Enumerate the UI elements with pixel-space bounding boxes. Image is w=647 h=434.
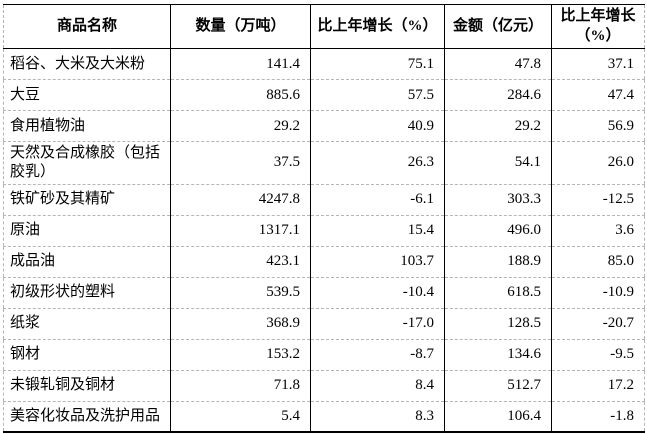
import-commodity-table: 商品名称 数量（万吨） 比上年增长（%） 金额（亿元） 比上年增长（%） 稻谷、…	[3, 4, 645, 433]
amount-cell: 128.5	[444, 308, 552, 340]
quantity-growth-cell: 26.3	[310, 141, 445, 185]
table-row: 成品油 423.1 103.7 188.9 85.0	[3, 246, 645, 278]
amount-growth-cell: -10.9	[551, 277, 645, 309]
table-row: 纸浆 368.9 -17.0 128.5 -20.7	[3, 308, 645, 340]
amount-cell: 618.5	[444, 277, 552, 309]
amount-cell: 512.7	[444, 370, 552, 402]
quantity-cell: 368.9	[170, 308, 311, 340]
amount-growth-cell: 17.2	[551, 370, 645, 402]
quantity-growth-cell: 40.9	[310, 110, 445, 142]
table-header: 商品名称 数量（万吨） 比上年增长（%） 金额（亿元） 比上年增长（%）	[3, 4, 645, 49]
commodity-name-cell: 钢材	[3, 339, 171, 371]
commodity-name-cell: 未锻轧铜及铜材	[3, 370, 171, 402]
amount-cell: 303.3	[444, 184, 552, 216]
amount-growth-cell: -1.8	[610, 407, 634, 424]
quantity-growth-cell: 103.7	[310, 246, 445, 278]
table-row: 稻谷、大米及大米粉 141.4 75.1 47.8 37.1	[3, 48, 645, 80]
quantity-growth-cell: 15.4	[310, 215, 445, 247]
table-row: 钢材 153.2 -8.7 134.6 -9.5	[3, 339, 645, 371]
amount-growth-cell: -20.7	[551, 308, 645, 340]
table-row: 美容化妆品及洗护用品 5.4 8.3 106.4 -1.8	[3, 401, 645, 432]
commodity-name-cell: 大豆	[3, 79, 171, 111]
table-row: 铁矿砂及其精矿 4247.8 -6.1 303.3 -12.5	[3, 184, 645, 216]
quantity-cell: 885.6	[170, 79, 311, 111]
commodity-name-cell: 纸浆	[3, 308, 171, 340]
quantity-growth-cell: -10.4	[310, 277, 445, 309]
amount-growth-cell: -12.5	[551, 184, 645, 216]
header-commodity-name: 商品名称	[3, 4, 171, 49]
header-row: 商品名称 数量（万吨） 比上年增长（%） 金额（亿元） 比上年增长（%）	[3, 4, 645, 49]
table-body: 稻谷、大米及大米粉 141.4 75.1 47.8 37.1 大豆 885.6 57.5 284…	[3, 48, 645, 432]
commodity-name-cell: 食用植物油	[3, 110, 171, 142]
amount-growth-cell: 37.1	[551, 48, 645, 80]
quantity-cell: 423.1	[170, 246, 311, 278]
table-row: 原油 1317.1 15.4 496.0 3.6	[3, 215, 645, 247]
quantity-cell: 4247.8	[170, 184, 311, 216]
quantity-growth-cell: -6.1	[310, 184, 445, 216]
quantity-cell: 141.4	[170, 48, 311, 80]
table-row: 初级形状的塑料 539.5 -10.4 618.5 -10.9	[3, 277, 645, 309]
quantity-cell: 153.2	[170, 339, 311, 371]
amount-growth-cell: 85.0	[551, 246, 645, 278]
quantity-cell: 29.2	[170, 110, 311, 142]
quantity-growth-cell: 8.4	[310, 370, 445, 402]
commodity-name-cell: 稻谷、大米及大米粉	[3, 48, 171, 80]
quantity-growth-cell: 57.5	[310, 79, 445, 111]
amount-growth-cell: -9.5	[551, 339, 645, 371]
amount-cell: 47.8	[444, 48, 552, 80]
quantity-growth-cell: -17.0	[310, 308, 445, 340]
amount-cell: 54.1	[444, 141, 552, 185]
amount-cell: 284.6	[444, 79, 552, 111]
quantity-cell: 1317.1	[170, 215, 311, 247]
table-row: 大豆 885.6 57.5 284.6 47.4	[3, 79, 645, 111]
table-row: 天然及合成橡胶（包括胶乳） 37.5 26.3 54.1 26.0	[3, 141, 645, 185]
amount-cell: 29.2	[444, 110, 552, 142]
quantity-cell: 5.4	[170, 401, 311, 432]
amount-growth-cell: 47.4	[551, 79, 645, 111]
amount-cell: 496.0	[444, 215, 552, 247]
amount-cell: 188.9	[444, 246, 552, 278]
table-row: 未锻轧铜及铜材 71.8 8.4 512.7 17.2	[3, 370, 645, 402]
header-amount: 金额（亿元）	[444, 4, 552, 49]
quantity-cell: 37.5	[170, 141, 311, 185]
commodity-name-cell: 初级形状的塑料	[3, 277, 171, 309]
header-amount-growth: 比上年增长（%）	[551, 4, 645, 49]
amount-growth-cell: 26.0	[551, 141, 645, 185]
table-row: 食用植物油 29.2 40.9 29.2 56.9	[3, 110, 645, 142]
quantity-growth-cell: -8.7	[310, 339, 445, 371]
quantity-cell: 71.8	[170, 370, 311, 402]
header-quantity-growth: 比上年增长（%）	[310, 4, 445, 49]
quantity-growth-cell: 75.1	[310, 48, 445, 80]
amount-growth-cell: 56.9	[551, 110, 645, 142]
amount-cell: 106.4	[444, 401, 552, 432]
quantity-cell: 539.5	[170, 277, 311, 309]
header-quantity: 数量（万吨）	[170, 4, 311, 49]
quantity-growth-cell: 8.3	[310, 401, 445, 432]
amount-cell: 134.6	[444, 339, 552, 371]
commodity-name-cell: 美容化妆品及洗护用品	[3, 401, 171, 432]
commodity-name-cell: 成品油	[3, 246, 171, 278]
commodity-name-cell: 天然及合成橡胶（包括胶乳）	[3, 141, 171, 185]
commodity-name-cell: 铁矿砂及其精矿	[3, 184, 171, 216]
amount-growth-cell: 3.6	[551, 215, 645, 247]
commodity-name-cell: 原油	[3, 215, 171, 247]
